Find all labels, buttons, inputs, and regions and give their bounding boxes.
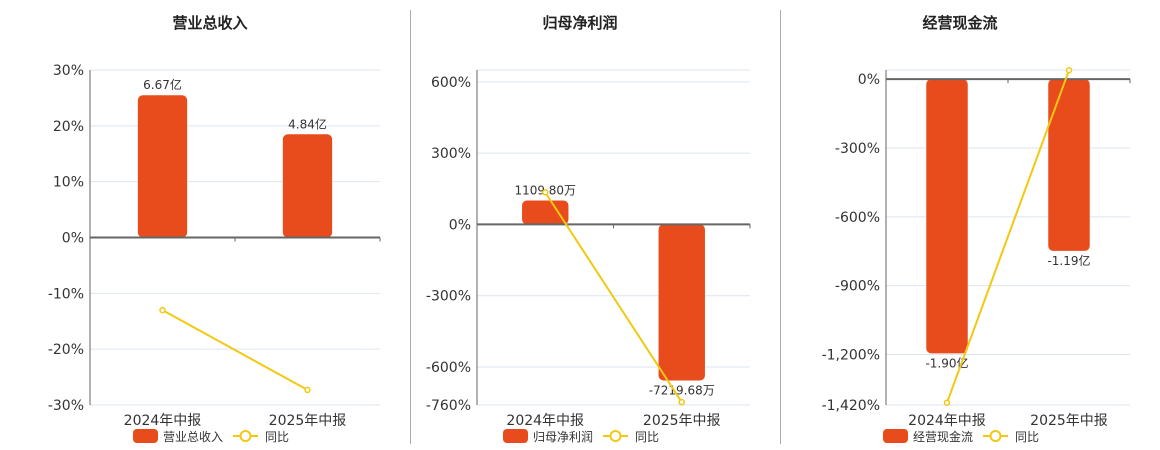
y-tick-label: 600% xyxy=(431,75,471,91)
legend-line-marker xyxy=(609,430,622,442)
yoy-line xyxy=(946,69,1070,404)
legend-line-marker xyxy=(239,430,252,442)
y-tick-label: 300% xyxy=(431,146,471,162)
legend-bar-swatch xyxy=(883,429,908,443)
x-tick-label: 2025年中报 xyxy=(643,413,721,429)
y-tick-label: -600% xyxy=(835,210,880,226)
bar-data-label: 4.84亿 xyxy=(288,116,327,131)
y-tick-label: -1,420% xyxy=(822,398,880,414)
y-tick-label: -10% xyxy=(48,286,84,302)
bar xyxy=(926,79,968,354)
legend-line-label: 同比 xyxy=(265,430,289,444)
y-tick-label: -600% xyxy=(426,360,471,376)
legend-bar-label: 营业总收入 xyxy=(163,430,223,444)
chart-title-cash-flow: 经营现金流 xyxy=(922,14,998,32)
legend-bar-label: 经营现金流 xyxy=(913,429,973,444)
bar xyxy=(658,224,705,381)
bar xyxy=(522,200,569,225)
divider xyxy=(410,10,411,444)
y-tick-label: 0% xyxy=(62,231,84,247)
y-tick-label: 0% xyxy=(858,72,880,88)
y-tick-label: -20% xyxy=(48,342,84,358)
legend-bar-swatch xyxy=(133,429,158,443)
x-tick-label: 2025年中报 xyxy=(1030,413,1108,429)
legend-line-label: 同比 xyxy=(635,430,659,444)
legend-line-label: 同比 xyxy=(1015,430,1039,444)
bar xyxy=(1048,79,1090,251)
yoy-point xyxy=(943,399,951,406)
legend-line-marker xyxy=(989,430,1002,442)
y-tick-label: -900% xyxy=(835,279,880,295)
y-tick-label: 30% xyxy=(53,63,84,79)
chart-title-net-profit: 归母净利润 xyxy=(542,14,618,32)
yoy-line xyxy=(544,191,683,403)
x-tick-label: 2025年中报 xyxy=(269,413,347,429)
x-tick-label: 2024年中报 xyxy=(124,413,202,429)
y-tick-label: 20% xyxy=(53,119,84,135)
bar-data-label: -1.90亿 xyxy=(925,355,968,370)
yoy-line xyxy=(162,309,308,391)
yoy-point xyxy=(304,386,311,394)
bar xyxy=(137,95,188,238)
bar-data-label: -7219.68万 xyxy=(649,384,715,398)
legend-bar-swatch xyxy=(503,429,528,443)
y-tick-label: -1,200% xyxy=(822,348,880,364)
chart-title-revenue: 营业总收入 xyxy=(172,14,248,32)
y-tick-label: -300% xyxy=(835,141,880,157)
yoy-point xyxy=(542,189,549,196)
x-tick-label: 2024年中报 xyxy=(908,413,986,429)
divider xyxy=(780,10,781,444)
bar xyxy=(282,134,333,238)
yoy-point xyxy=(678,398,685,406)
y-tick-label: -760% xyxy=(426,398,471,414)
yoy-point xyxy=(1065,66,1073,74)
bar-data-label: -1.19亿 xyxy=(1047,253,1090,268)
y-tick-label: 10% xyxy=(53,175,84,191)
bar-data-label: 6.67亿 xyxy=(143,77,182,92)
y-tick-label: 0% xyxy=(449,217,471,233)
yoy-point xyxy=(159,306,166,314)
y-tick-label: -30% xyxy=(48,398,84,414)
x-tick-label: 2024年中报 xyxy=(506,413,584,429)
y-tick-label: -300% xyxy=(426,289,471,305)
legend-bar-label: 归母净利润 xyxy=(533,430,593,444)
